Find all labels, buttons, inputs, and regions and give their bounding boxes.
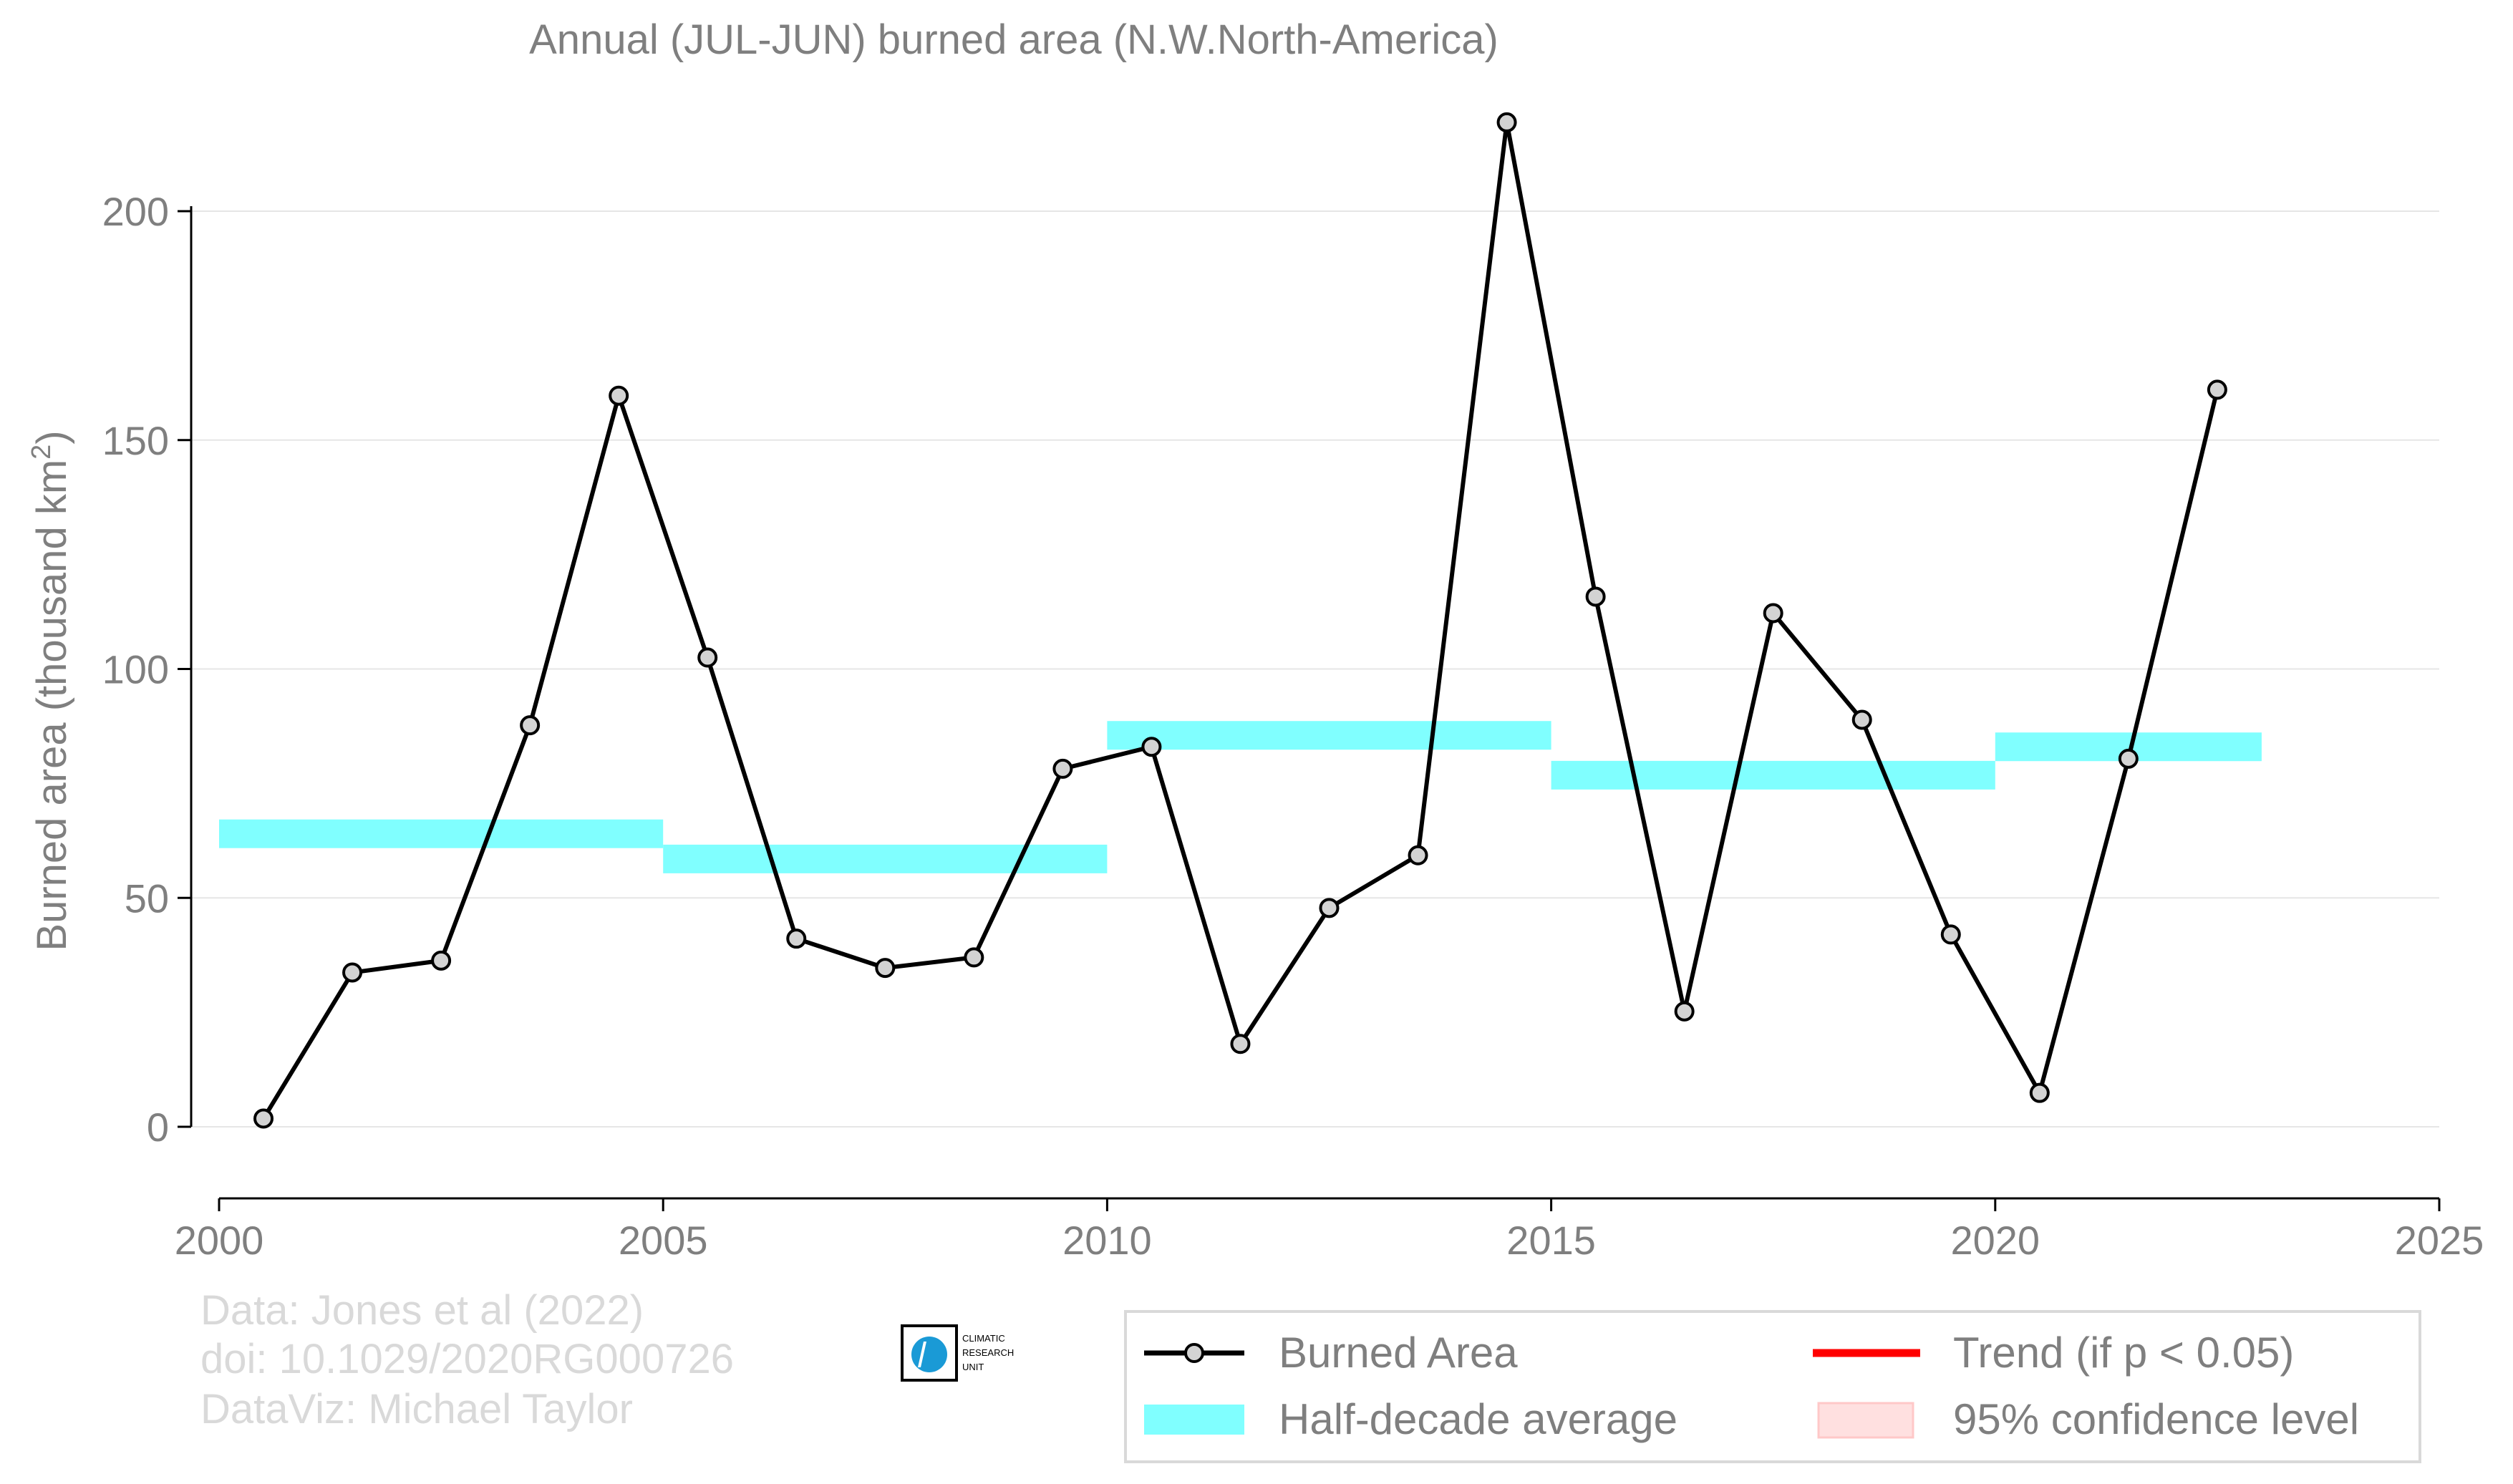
half-decade-band	[1551, 760, 1995, 790]
y-tick-label: 150	[102, 418, 169, 463]
data-point	[520, 715, 541, 736]
legend-marker-icon	[1184, 1343, 1204, 1363]
data-point	[964, 947, 984, 968]
logo-text-3: UNIT	[962, 1362, 984, 1372]
data-point	[1319, 898, 1340, 918]
data-point	[609, 385, 629, 406]
y-tick-label: 50	[125, 876, 169, 921]
data-point	[1851, 709, 1872, 730]
x-tick-label: 2025	[2395, 1218, 2484, 1263]
data-point	[2029, 1082, 2050, 1103]
logo-text-1: CLIMATIC	[962, 1333, 1005, 1344]
data-point	[1763, 603, 1783, 624]
y-axis-label-main: Burned area (thousand km	[29, 460, 75, 951]
legend: Burned Area Trend (if p < 0.05) Half-dec…	[1124, 1310, 2421, 1463]
x-tick-label: 2015	[1506, 1218, 1596, 1263]
grid	[191, 210, 2439, 1127]
legend-label-burned-area: Burned Area	[1279, 1329, 1518, 1377]
y-tick-label: 0	[147, 1105, 169, 1150]
credit-dataviz: DataViz: Michael Taylor	[200, 1386, 633, 1432]
chart-title: Annual (JUL-JUN) burned area (N.W.North-…	[529, 16, 1498, 63]
data-point	[786, 928, 807, 949]
half-decade-band	[663, 844, 1108, 873]
data-point	[1052, 758, 1073, 779]
legend-item-confidence: 95% confidence level	[1817, 1395, 2359, 1443]
legend-item-trend: Trend (if p < 0.05)	[1813, 1329, 2294, 1377]
y-axis-label-close: )	[29, 430, 75, 444]
y-tick-label: 200	[102, 189, 169, 234]
legend-label-confidence: 95% confidence level	[1953, 1395, 2359, 1443]
legend-item-burned-area: Burned Area	[1144, 1329, 1518, 1377]
legend-label-half-decade: Half-decade average	[1279, 1395, 1677, 1443]
data-point	[2207, 379, 2227, 400]
x-tick-label: 2010	[1062, 1218, 1152, 1263]
data-point	[342, 962, 363, 983]
credit-doi: doi: 10.1029/2020RG000726	[200, 1336, 734, 1382]
half-decade-band	[219, 819, 664, 848]
x-ticks: 2000 2005 2010 2015 2020 2025	[175, 1198, 2484, 1263]
x-tick-label: 2000	[175, 1218, 264, 1263]
legend-frame	[1124, 1310, 2421, 1463]
burned-area-points	[253, 112, 2227, 1129]
data-point	[1496, 112, 1517, 132]
y-tick-label: 100	[102, 647, 169, 692]
data-point	[875, 958, 896, 979]
data-point	[253, 1108, 274, 1129]
data-point	[1940, 924, 1961, 945]
cru-logo: CLIMATIC RESEARCH UNIT	[901, 1324, 1014, 1382]
legend-label-trend: Trend (if p < 0.05)	[1953, 1329, 2294, 1377]
y-axis-label: Burned area (thousand km2)	[26, 430, 75, 951]
x-tick-label: 2005	[619, 1218, 708, 1263]
data-point	[431, 950, 452, 971]
legend-item-half-decade: Half-decade average	[1144, 1395, 1677, 1443]
data-point	[1408, 845, 1428, 865]
data-point	[2118, 748, 2139, 769]
y-axis-label-superscript: 2	[26, 445, 57, 460]
logo-text-2: RESEARCH	[962, 1347, 1014, 1358]
credit-data: Data: Jones et al (2022)	[200, 1287, 644, 1334]
half-decade-band	[1107, 721, 1551, 750]
data-point	[1230, 1034, 1251, 1054]
x-tick-label: 2020	[1951, 1218, 2040, 1263]
data-point	[1585, 586, 1606, 607]
data-point	[1674, 1001, 1695, 1022]
y-ticks: 0 50 100 150 200	[102, 189, 191, 1150]
data-point	[697, 647, 718, 668]
globe-icon	[911, 1337, 947, 1372]
data-point	[1141, 737, 1162, 757]
